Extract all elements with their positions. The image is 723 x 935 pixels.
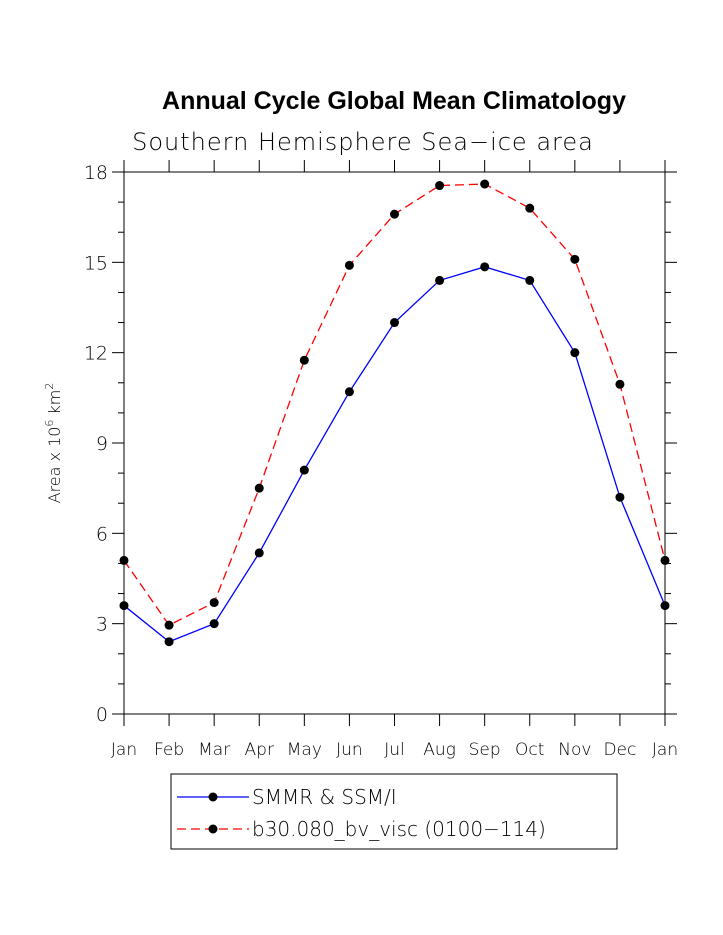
y-tick-label: 6 bbox=[96, 523, 108, 545]
x-tick-label: Apr bbox=[245, 740, 274, 760]
plot-frame bbox=[123, 171, 666, 715]
legend-marker-series-1 bbox=[208, 792, 218, 802]
y-tick-label: 18 bbox=[84, 162, 108, 184]
y-axis-title-exponent-2: 2 bbox=[43, 383, 56, 390]
data-point-series-1 bbox=[390, 318, 399, 328]
y-tick-label: 15 bbox=[84, 252, 108, 274]
data-point-series-2 bbox=[390, 209, 399, 219]
y-tick-label: 12 bbox=[84, 343, 108, 365]
legend: SMMR & SSM/I b30.080_bv_visc (0100−114) bbox=[170, 773, 618, 850]
x-tick-label: Jan bbox=[652, 740, 678, 760]
data-point-series-2 bbox=[119, 555, 129, 565]
data-point-series-1 bbox=[570, 348, 580, 358]
data-point-series-2 bbox=[209, 598, 219, 608]
data-point-series-2 bbox=[525, 203, 535, 213]
data-point-series-1 bbox=[344, 387, 354, 397]
x-tick-label: Jan bbox=[111, 740, 137, 760]
data-point-series-1 bbox=[660, 601, 670, 611]
y-tick-label: 0 bbox=[96, 704, 108, 726]
data-point-series-2 bbox=[435, 181, 445, 191]
x-tick-label: Jul bbox=[384, 740, 405, 760]
data-point-series-1 bbox=[164, 637, 174, 647]
y-tick-label: 9 bbox=[96, 433, 108, 455]
legend-box bbox=[170, 773, 618, 850]
x-tick-label: Aug bbox=[423, 740, 456, 760]
data-point-series-1 bbox=[525, 275, 535, 285]
y-tick-label: 3 bbox=[96, 614, 108, 636]
data-point-series-2 bbox=[344, 260, 354, 270]
data-point-series-2 bbox=[660, 555, 670, 565]
data-point-series-1 bbox=[209, 619, 219, 629]
data-point-series-2 bbox=[615, 379, 625, 389]
x-tick-label: Nov bbox=[558, 740, 591, 760]
y-axis-title-unit: km bbox=[45, 390, 64, 420]
x-tick-label: Sep bbox=[469, 740, 501, 760]
y-axis-title-prefix: Area x 10 bbox=[45, 427, 64, 504]
data-point-series-1 bbox=[299, 465, 309, 475]
data-point-series-2 bbox=[254, 483, 264, 493]
x-tick-label: Jun bbox=[336, 740, 363, 760]
chart-subtitle: Southern Hemisphere Sea−ice area bbox=[132, 128, 594, 156]
x-tick-label: May bbox=[287, 740, 322, 760]
chart-title: Annual Cycle Global Mean Climatology bbox=[162, 87, 626, 115]
data-point-series-2 bbox=[570, 254, 580, 264]
data-point-series-2 bbox=[164, 620, 174, 630]
data-point-series-1 bbox=[480, 262, 490, 272]
x-tick-label: Oct bbox=[515, 740, 544, 760]
axes: Jan Feb Mar Apr May Jun Jul Aug Sep Oct Nov Dec Jan0… bbox=[84, 160, 678, 760]
data-point-series-1 bbox=[254, 548, 264, 558]
x-tick-label: Dec bbox=[603, 740, 636, 760]
data-point-series-1 bbox=[615, 492, 625, 502]
x-tick-label: Mar bbox=[198, 740, 230, 760]
data-point-series-1 bbox=[119, 601, 129, 611]
data-point-series-2 bbox=[480, 179, 490, 189]
data-point-series-2 bbox=[299, 355, 309, 365]
series-line-2 bbox=[123, 183, 666, 627]
legend-marker-series-2 bbox=[208, 824, 218, 834]
data-point-series-1 bbox=[435, 275, 445, 285]
plot-area bbox=[119, 179, 670, 647]
y-axis-title-exponent-1: 6 bbox=[43, 420, 56, 427]
x-tick-label: Feb bbox=[154, 740, 184, 760]
y-axis-title: Area x 106 km2 bbox=[43, 383, 64, 504]
legend-label-series-2: b30.080_bv_visc (0100−114) bbox=[252, 817, 546, 841]
legend-label-series-1: SMMR & SSM/I bbox=[252, 785, 397, 809]
